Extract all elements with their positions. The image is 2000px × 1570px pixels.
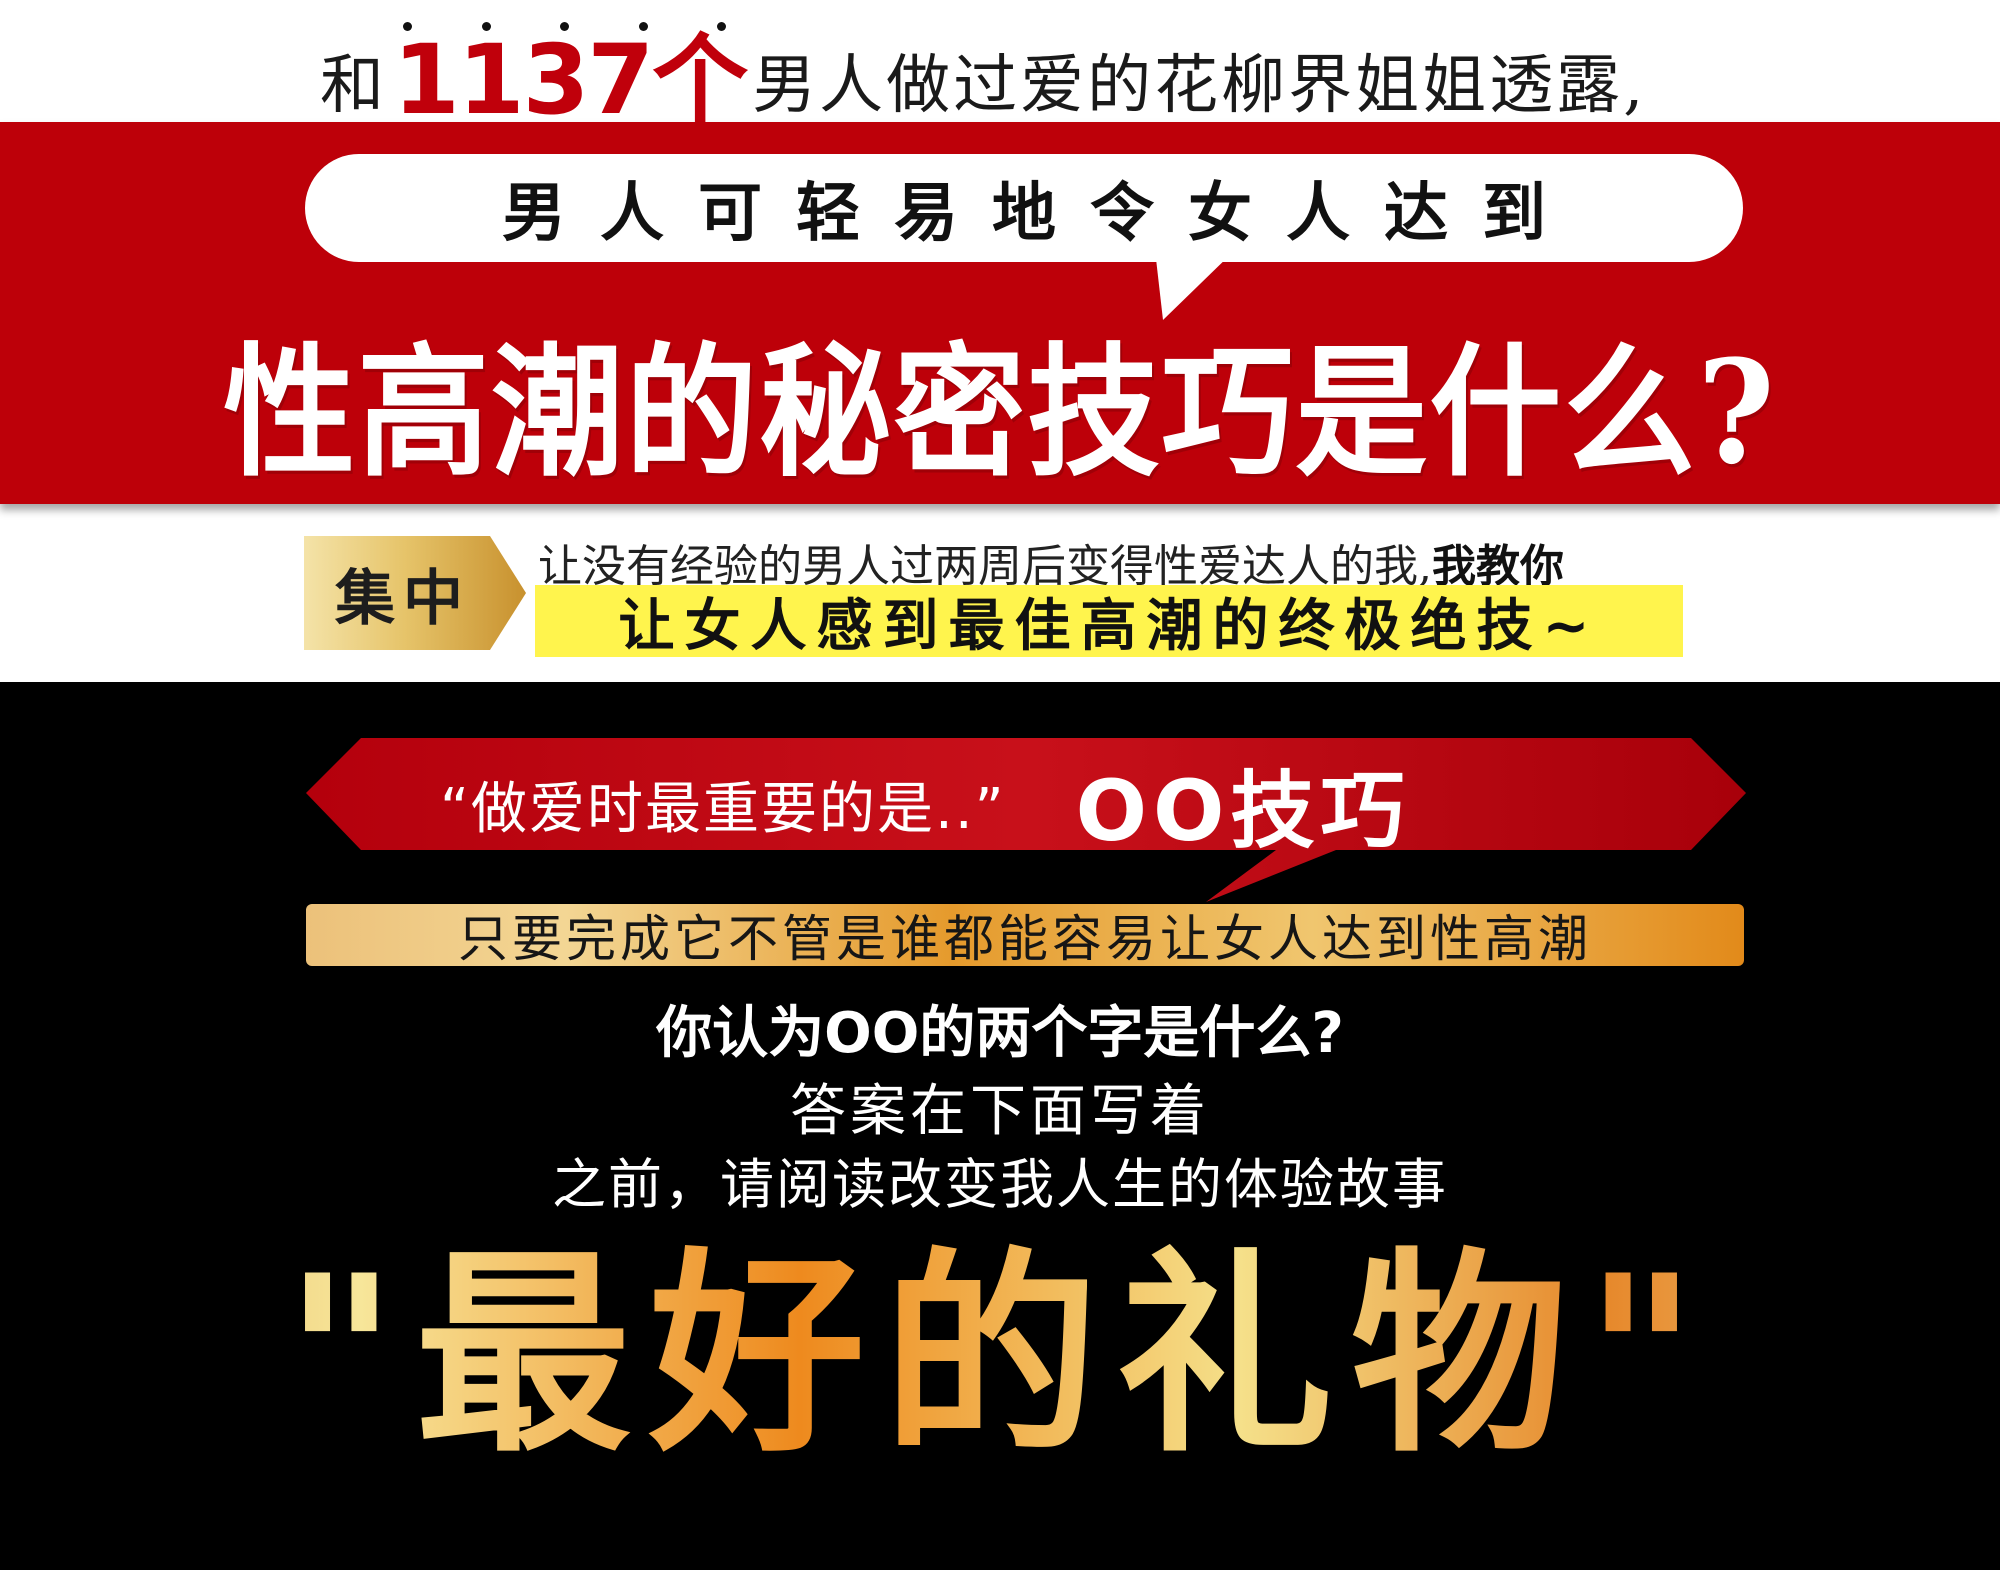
technique-label: OO技巧 — [1075, 761, 1411, 860]
quote-sentence: “做爱时最重要的是..” — [440, 776, 1006, 842]
teach-line-bold: 我教你 — [1432, 541, 1564, 592]
intro-suffix: 男人做过爱的花柳界姐姐透露, — [752, 49, 1647, 123]
intro-number: 1137个 — [393, 22, 748, 128]
speech-bubble-tail — [1155, 250, 1235, 320]
answer-line: 答案在下面写着 — [790, 1079, 1210, 1144]
highlight-text: 让女人感到最佳高潮的终极绝技~ — [618, 593, 1600, 659]
intro-prefix: 和 — [320, 49, 387, 123]
gold-bar: 只要完成它不管是谁都能容易让女人达到性高潮 — [306, 904, 1744, 968]
emphasis-dots — [403, 22, 727, 31]
highlight-strip: 让女人感到最佳高潮的终极绝技~ — [535, 585, 1683, 659]
intro-number-text: 1137个 — [393, 24, 748, 136]
guess-question: 你认为OO的两个字是什么? — [656, 1001, 1344, 1066]
focus-badge-arrow — [304, 536, 526, 650]
focus-badge-label: 集中 — [335, 563, 471, 634]
teach-line-normal: 让没有经验的男人过两周后变得性爱达人的我, — [538, 541, 1432, 592]
intro-headline: 和 1137个 男人做过爱的花柳界姐姐透露, — [320, 18, 1720, 128]
gold-bar-text: 只要完成它不管是谁都能容易让女人达到性高潮 — [458, 910, 1592, 968]
bubble-text: 男人可轻易地令女人达到 — [502, 177, 1580, 251]
speech-bubble: 男人可轻易地令女人达到 — [305, 154, 1743, 262]
teach-line: 让没有经验的男人过两周后变得性爱达人的我,我教你 — [538, 530, 1564, 594]
quote-text: “做爱时最重要的是..” OO技巧 — [440, 744, 1640, 864]
gift-title: "最好的礼物" — [0, 1231, 2000, 1480]
before-line: 之前，请阅读改变我人生的体验故事 — [552, 1153, 1448, 1216]
main-question: 性高潮的秘密技巧是什么? — [223, 329, 1777, 497]
quote-banner — [306, 738, 1746, 902]
